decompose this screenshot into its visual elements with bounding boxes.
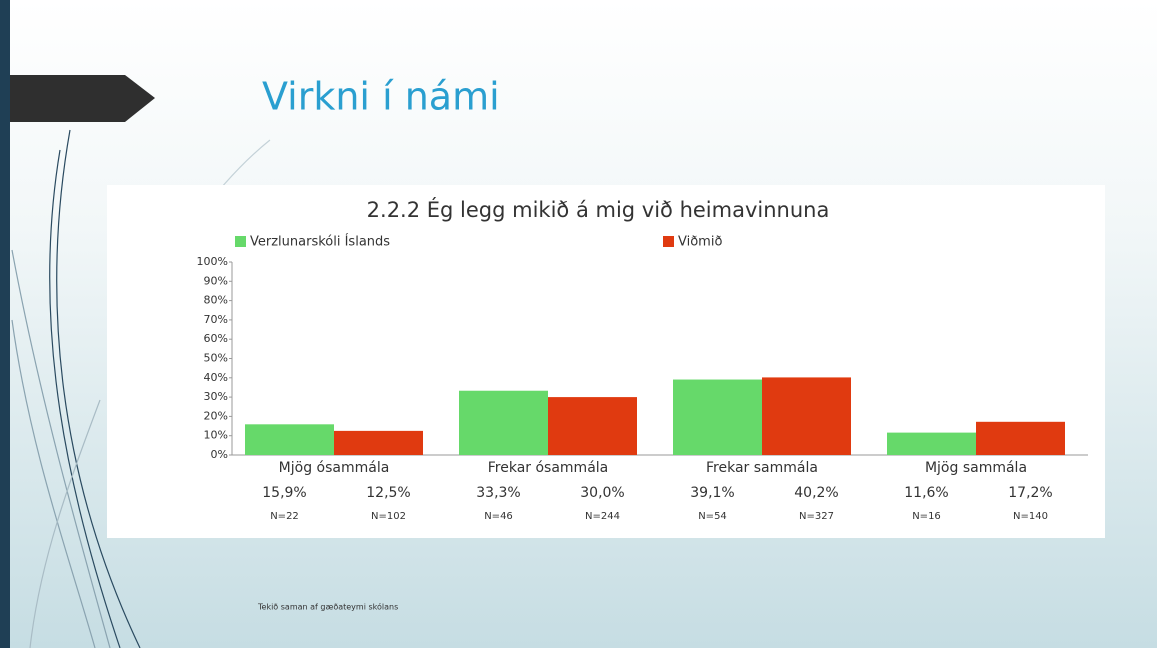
y-tick-label: 30% [204,390,228,403]
n-label: N=54 [698,511,727,522]
bar [245,424,334,455]
value-label: 15,9% [262,485,306,501]
y-tick-label: 10% [204,429,228,442]
y-tick-label: 20% [204,409,228,422]
value-label: 39,1% [690,485,734,501]
chart-area [107,185,1105,538]
n-label: N=244 [585,511,620,522]
y-tick-label: 80% [204,294,228,307]
y-tick-label: 40% [204,371,228,384]
bar [762,377,851,455]
x-tick-label: Frekar sammála [706,460,818,476]
bar [459,390,548,455]
legend-label: Verzlunarskóli Íslands [250,234,390,250]
slide-title: Virkni í námi [262,75,500,119]
y-tick-label: 70% [204,313,228,326]
y-tick-label: 60% [204,332,228,345]
bar [976,421,1065,455]
y-tick-label: 100% [197,255,228,268]
value-label: 12,5% [366,485,410,501]
x-tick-label: Mjög ósammála [279,460,390,476]
value-label: 40,2% [794,485,838,501]
value-label: 30,0% [580,485,624,501]
bar [887,432,976,455]
n-label: N=46 [484,511,513,522]
legend-swatch [663,236,674,247]
legend-swatch [235,236,246,247]
n-label: N=140 [1013,511,1048,522]
bar [548,397,637,455]
footer: Tekið saman af gæðateymi skólans [257,602,398,612]
left-border [0,0,10,648]
y-tick-label: 90% [204,274,228,287]
n-label: N=16 [912,511,941,522]
value-label: 11,6% [904,485,948,501]
chart-title: 2.2.2 Ég legg mikið á mig við heimavinnu… [367,197,830,222]
value-label: 17,2% [1008,485,1052,501]
n-label: N=22 [270,511,299,522]
n-label: N=102 [371,511,406,522]
legend-label: Viðmið [678,235,722,250]
x-tick-label: Frekar ósammála [488,460,609,476]
y-tick-label: 0% [211,448,228,461]
title-arrow [10,75,155,122]
value-label: 33,3% [476,485,520,501]
y-tick-label: 50% [204,352,228,365]
x-tick-label: Mjög sammála [925,460,1027,476]
n-label: N=327 [799,511,834,522]
bar [673,379,762,455]
bar [334,430,423,455]
